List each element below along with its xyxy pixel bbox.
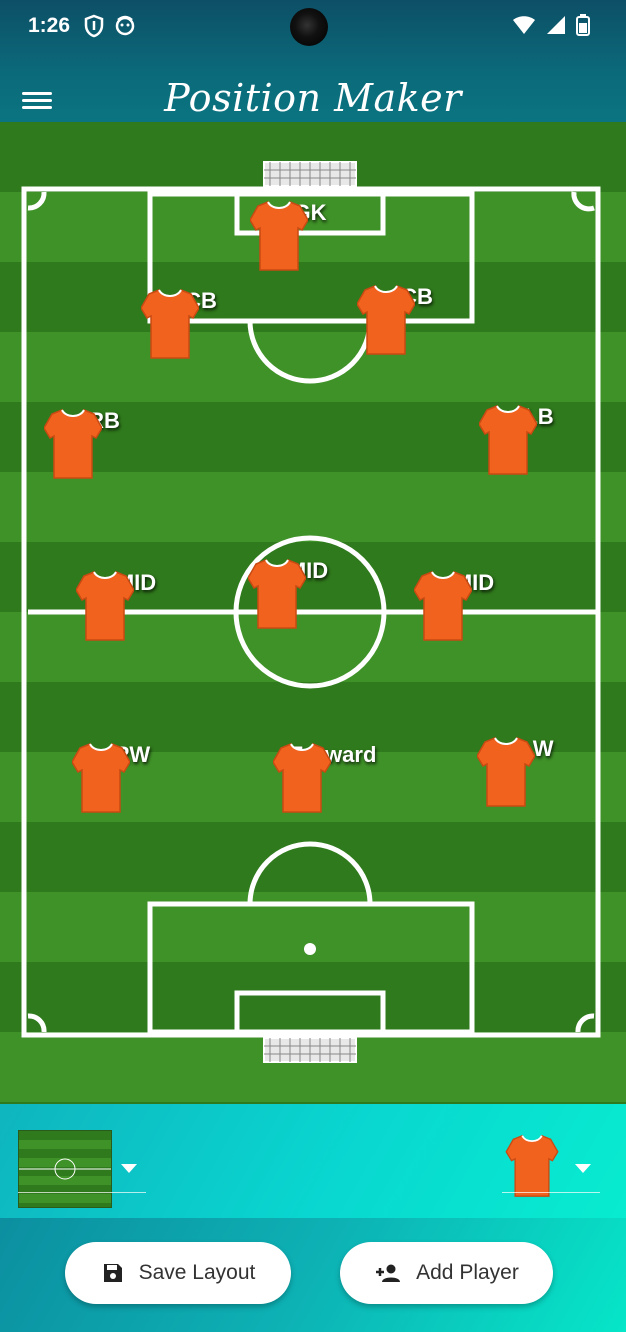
player-lb[interactable]: LB [479,404,599,475]
kit-selector[interactable] [504,1134,560,1203]
action-bar: Save Layout Add Player [0,1218,626,1332]
add-player-label: Add Player [416,1261,519,1284]
menu-icon[interactable] [22,88,52,116]
app-header: 1:26 Position Maker [0,0,626,122]
player-mid-left[interactable]: MID [76,570,196,641]
status-icons-left [84,14,136,38]
shield-icon [84,14,104,38]
field-style-selector[interactable] [18,1130,112,1208]
jersey-icon [479,405,537,475]
kit-dropdown-arrow-icon[interactable] [575,1164,591,1173]
jersey-icon [76,571,134,641]
add-player-button[interactable]: Add Player [340,1242,553,1304]
jersey-icon [273,743,331,813]
top-goal [263,161,357,187]
jersey-icon [250,201,308,271]
player-mid-right[interactable]: MID [414,570,534,641]
football-pitch: GK CB CB RB LB MID MID MID RW Forward LW [0,122,626,1104]
bottom-goal [263,1037,357,1063]
jersey-icon [72,743,130,813]
jersey-icon [357,285,415,355]
field-selector-underline [18,1192,146,1193]
player-rb[interactable]: RB [44,408,164,479]
jersey-icon [414,571,472,641]
jersey-icon [44,409,102,479]
status-time: 1:26 [28,14,71,37]
player-forward[interactable]: Forward [273,742,393,813]
jersey-icon [505,1134,559,1197]
person-add-icon [374,1261,402,1285]
wifi-icon [513,16,535,34]
jersey-icon [248,559,306,629]
player-mid-center[interactable]: MID [248,558,368,629]
player-rw[interactable]: RW [72,742,192,813]
selector-row [0,1104,626,1216]
save-layout-label: Save Layout [138,1261,256,1284]
field-thumbnail-icon [19,1158,111,1180]
front-camera [290,8,328,46]
player-cb-left[interactable]: CB [141,288,261,359]
app-title: Position Maker [164,76,462,120]
player-lw[interactable]: LW [477,736,597,807]
save-icon [101,1261,125,1285]
save-layout-button[interactable]: Save Layout [65,1242,291,1304]
player-gk[interactable]: GK [250,200,370,271]
status-icons-right [512,14,590,36]
jersey-icon [477,737,535,807]
player-cb-right[interactable]: CB [357,284,477,355]
field-dropdown-arrow-icon[interactable] [121,1164,137,1173]
signal-icon [547,16,565,34]
battery-icon [576,14,590,36]
face-icon [115,15,135,36]
jersey-icon [141,289,199,359]
kit-selector-underline [502,1192,600,1193]
